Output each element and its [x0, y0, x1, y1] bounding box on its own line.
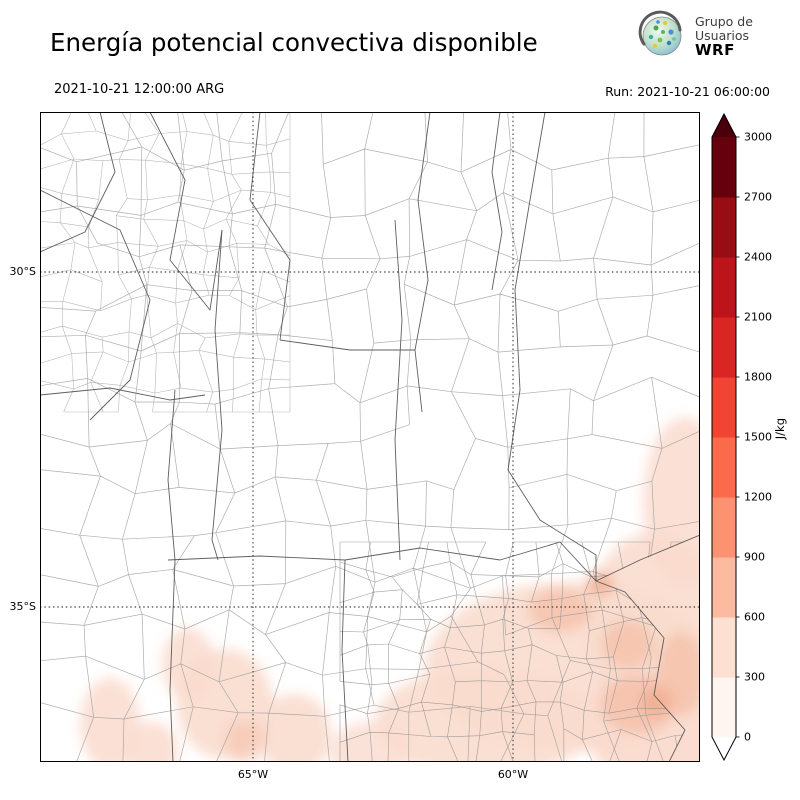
svg-text:1200: 1200: [744, 491, 772, 504]
svg-text:1500: 1500: [744, 431, 772, 444]
svg-text:1800: 1800: [744, 371, 772, 384]
logo-text-line1: Grupo de: [695, 14, 753, 29]
colorbar: 0 300 600 900 1200 1500 1800 2100 2400 2700 3000: [706, 108, 798, 776]
svg-text:2400: 2400: [744, 251, 772, 264]
lon-tick-65w: 65°W: [237, 768, 269, 781]
svg-text:300: 300: [744, 671, 765, 684]
lat-tick-30s: 30°S: [9, 265, 36, 278]
colorbar-unit-label: J/kg: [773, 418, 787, 440]
gridlines: [40, 112, 700, 762]
map: [39, 111, 735, 787]
wrf-logo: Grupo de Usuarios WRF: [636, 10, 753, 62]
svg-text:900: 900: [744, 551, 765, 564]
province-boundaries-layer: [39, 111, 701, 763]
svg-text:2100: 2100: [744, 311, 772, 324]
svg-text:3000: 3000: [744, 131, 772, 144]
svg-text:0: 0: [744, 731, 751, 744]
run-time: Run: 2021-10-21 06:00:00: [605, 84, 770, 99]
svg-text:2700: 2700: [744, 191, 772, 204]
logo-text-line2: Usuarios: [695, 28, 750, 43]
lat-tick-35s: 35°S: [9, 600, 36, 613]
logo-text: Grupo de Usuarios WRF: [695, 14, 753, 59]
svg-text:600: 600: [744, 611, 765, 624]
logo-text-line3: WRF: [695, 41, 735, 59]
map-canvas: [39, 111, 735, 787]
valid-time: 2021-10-21 12:00:00 ARG: [54, 82, 225, 97]
page-title: Energía potencial convectiva disponible: [50, 28, 538, 57]
cape-shading-layer: [80, 417, 735, 787]
department-boundaries-layer: [40, 112, 700, 762]
lon-tick-60w: 60°W: [497, 768, 529, 781]
map-border: [40, 112, 700, 762]
colorbar-canvas: 0 300 600 900 1200 1500 1800 2100 2400 2700 3000: [711, 112, 772, 762]
globe-icon: [638, 10, 682, 56]
